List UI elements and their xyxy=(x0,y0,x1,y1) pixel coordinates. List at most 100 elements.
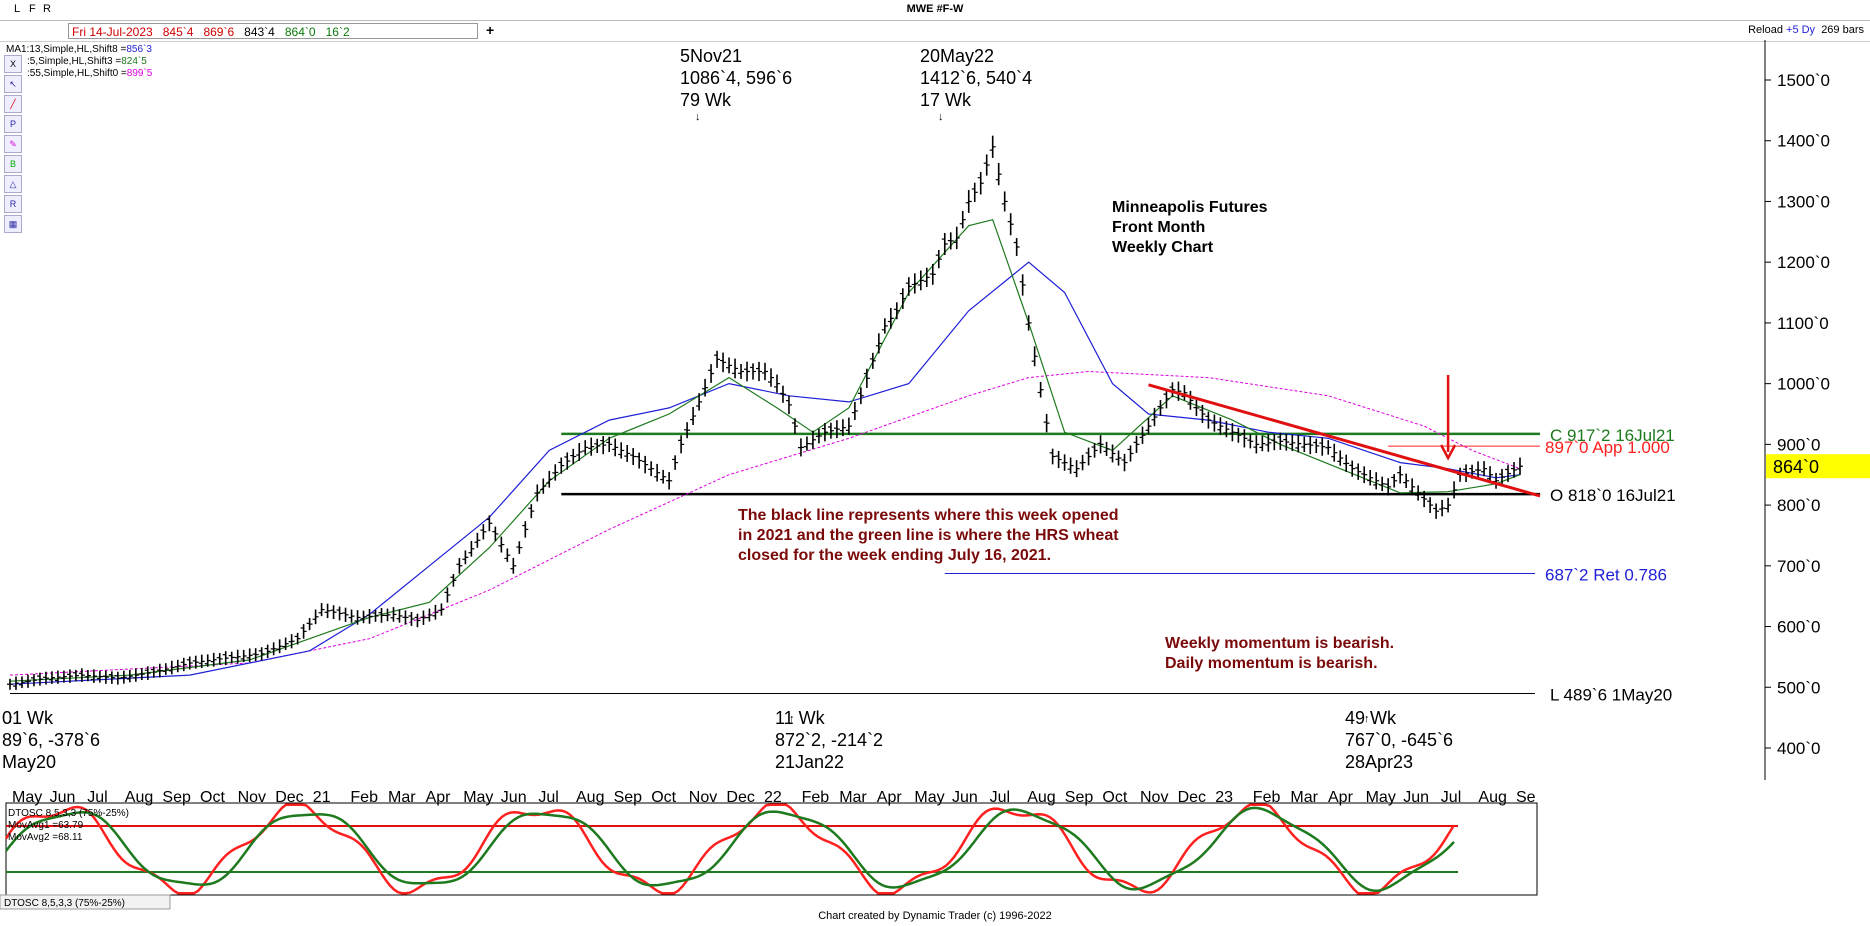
x-tick-label: Jun xyxy=(1403,789,1429,806)
annotation-line: Weekly Chart xyxy=(1112,239,1214,256)
x-tick-label: Sep xyxy=(1065,789,1094,806)
y-tick-label: 1300`0 xyxy=(1777,192,1830,211)
y-tick-label: 1000`0 xyxy=(1777,375,1830,394)
x-tick-label: 21 xyxy=(313,789,331,806)
x-tick-label: May xyxy=(463,789,493,806)
line-tool-icon[interactable]: ╱ xyxy=(4,95,22,113)
x-tick-label: Aug xyxy=(1027,789,1055,806)
ma-55-line xyxy=(9,370,1521,676)
ma-legend-1: MA1:13,Simple,HL,Shift8 =856`3 xyxy=(6,44,152,55)
ma-legend-2: :5,Simple,HL,Shift3 =824`5 xyxy=(27,56,147,67)
osc-title: DTOSC 8,5,3,3 (75%-25%) xyxy=(8,808,129,819)
osc-fast-line xyxy=(4,803,1456,895)
close-icon[interactable]: X xyxy=(4,55,22,73)
x-tick-label: Mar xyxy=(1290,789,1318,806)
quote-change: 16`2 xyxy=(325,25,350,39)
level-label: C 917`2 16Jul21 xyxy=(1550,426,1675,445)
annotation-line: Weekly momentum is bearish. xyxy=(1165,635,1394,652)
swing-label-line: 28Apr23 xyxy=(1345,752,1413,772)
y-tick-label: 800`0 xyxy=(1777,496,1820,515)
osc-slow-line xyxy=(5,806,1455,892)
swing-marker-icon: ↓ xyxy=(938,111,944,123)
y-tick-label: 500`0 xyxy=(1777,678,1820,697)
x-tick-label: Dec xyxy=(726,789,754,806)
tab-r[interactable]: R xyxy=(43,3,51,15)
quote-box: Fri 14-Jul-2023 845`4 869`6 843`4 864`0 … xyxy=(68,23,478,39)
annotation-line: in 2021 and the green line is where the … xyxy=(738,527,1119,544)
swing-label-line: 767`0, -645`6 xyxy=(1345,730,1453,750)
red-arrow-head xyxy=(1439,444,1457,461)
x-tick-label: Dec xyxy=(1178,789,1206,806)
quote-high: 869`6 xyxy=(203,25,235,39)
ma-legend-3: :55,Simple,HL,Shift0 =899`5 xyxy=(27,68,153,79)
x-tick-label: Jul xyxy=(538,789,558,806)
x-tick-label: Oct xyxy=(200,789,225,806)
x-tick-label: Jul xyxy=(990,789,1010,806)
x-tick-label: Apr xyxy=(426,789,452,806)
quote-bar: Fri 14-Jul-2023 845`4 869`6 843`4 864`0 … xyxy=(0,21,1870,42)
range-button[interactable]: +5 Dy xyxy=(1786,24,1816,36)
swing-label-line: May20 xyxy=(2,752,56,772)
band-tool-icon[interactable]: B xyxy=(4,155,22,173)
swing-label-line: 79 Wk xyxy=(680,90,732,110)
swing-marker-icon: ↑ xyxy=(1364,713,1370,725)
y-tick-label: 700`0 xyxy=(1777,557,1820,576)
chart-title: MWE #F-W xyxy=(906,3,964,15)
price-projection-icon[interactable]: P xyxy=(4,115,22,133)
x-tick-label: Oct xyxy=(1102,789,1127,806)
quote-low: 843`4 xyxy=(244,25,275,39)
x-tick-label: Jun xyxy=(952,789,978,806)
x-tick-label: Feb xyxy=(350,789,378,806)
retracement-tool-icon[interactable]: R xyxy=(4,195,22,213)
swing-label-line: 89`6, -378`6 xyxy=(2,730,100,750)
swing-label-line: 21Jan22 xyxy=(775,752,844,772)
quote-open: 845`4 xyxy=(162,25,194,39)
x-tick-label: Jun xyxy=(50,789,76,806)
swing-label-line: 11 Wk xyxy=(775,708,826,728)
x-tick-label: Mar xyxy=(839,789,867,806)
swing-label-line: 01 Wk xyxy=(2,708,54,728)
annotation-line: Front Month xyxy=(1112,219,1205,236)
y-tick-label: 1100`0 xyxy=(1777,314,1829,333)
x-tick-label: Dec xyxy=(275,789,303,806)
x-tick-label: Oct xyxy=(651,789,676,806)
ma-5-line xyxy=(9,218,1521,682)
x-tick-label: Nov xyxy=(238,789,266,806)
x-tick-label: Aug xyxy=(1478,789,1506,806)
osc-tab-label[interactable]: DTOSC 8,5,3,3 (75%-25%) xyxy=(4,898,125,909)
swing-label-line: 5Nov21 xyxy=(680,46,742,66)
y-tick-label: 600`0 xyxy=(1777,618,1820,637)
swing-label-line: 17 Wk xyxy=(920,90,972,110)
swing-label-line: 1086`4, 596`6 xyxy=(680,68,792,88)
grid-tool-icon[interactable]: ▦ xyxy=(4,215,22,233)
tab-f[interactable]: F xyxy=(29,3,36,15)
level-label: L 489`6 1May20 xyxy=(1550,685,1672,704)
x-tick-label: Nov xyxy=(689,789,717,806)
add-tab-button[interactable]: + xyxy=(486,22,495,38)
x-tick-label: May xyxy=(12,789,42,806)
swing-label-line: 872`2, -214`2 xyxy=(775,730,883,750)
x-tick-label: Sep xyxy=(614,789,643,806)
y-tick-label: 400`0 xyxy=(1777,739,1820,758)
x-tick-label: Aug xyxy=(125,789,153,806)
annotation-line: closed for the week ending July 16, 2021… xyxy=(738,547,1051,564)
x-tick-label: Apr xyxy=(877,789,903,806)
pen-tool-icon[interactable]: ✎ xyxy=(4,135,22,153)
x-tick-label: Feb xyxy=(802,789,830,806)
y-tick-label: 900`0 xyxy=(1777,435,1820,454)
annotation-line: The black line represents where this wee… xyxy=(738,507,1119,524)
triangle-tool-icon[interactable]: △ xyxy=(4,175,22,193)
quote-close: 864`0 xyxy=(284,25,316,39)
quote-date: Fri 14-Jul-2023 xyxy=(72,25,153,39)
current-price-box xyxy=(1766,454,1870,479)
x-tick-label: Feb xyxy=(1253,789,1281,806)
y-tick-label: 1200`0 xyxy=(1777,253,1830,272)
x-tick-label: Se xyxy=(1516,789,1536,806)
tab-l[interactable]: L xyxy=(14,3,21,15)
current-price-label: 864`0 xyxy=(1773,457,1819,477)
osc-tab[interactable] xyxy=(0,894,171,910)
reload-button[interactable]: Reload xyxy=(1748,24,1783,36)
pointer-icon[interactable]: ↖ xyxy=(4,75,22,93)
level-label: O 818`0 16Jul21 xyxy=(1550,486,1676,505)
